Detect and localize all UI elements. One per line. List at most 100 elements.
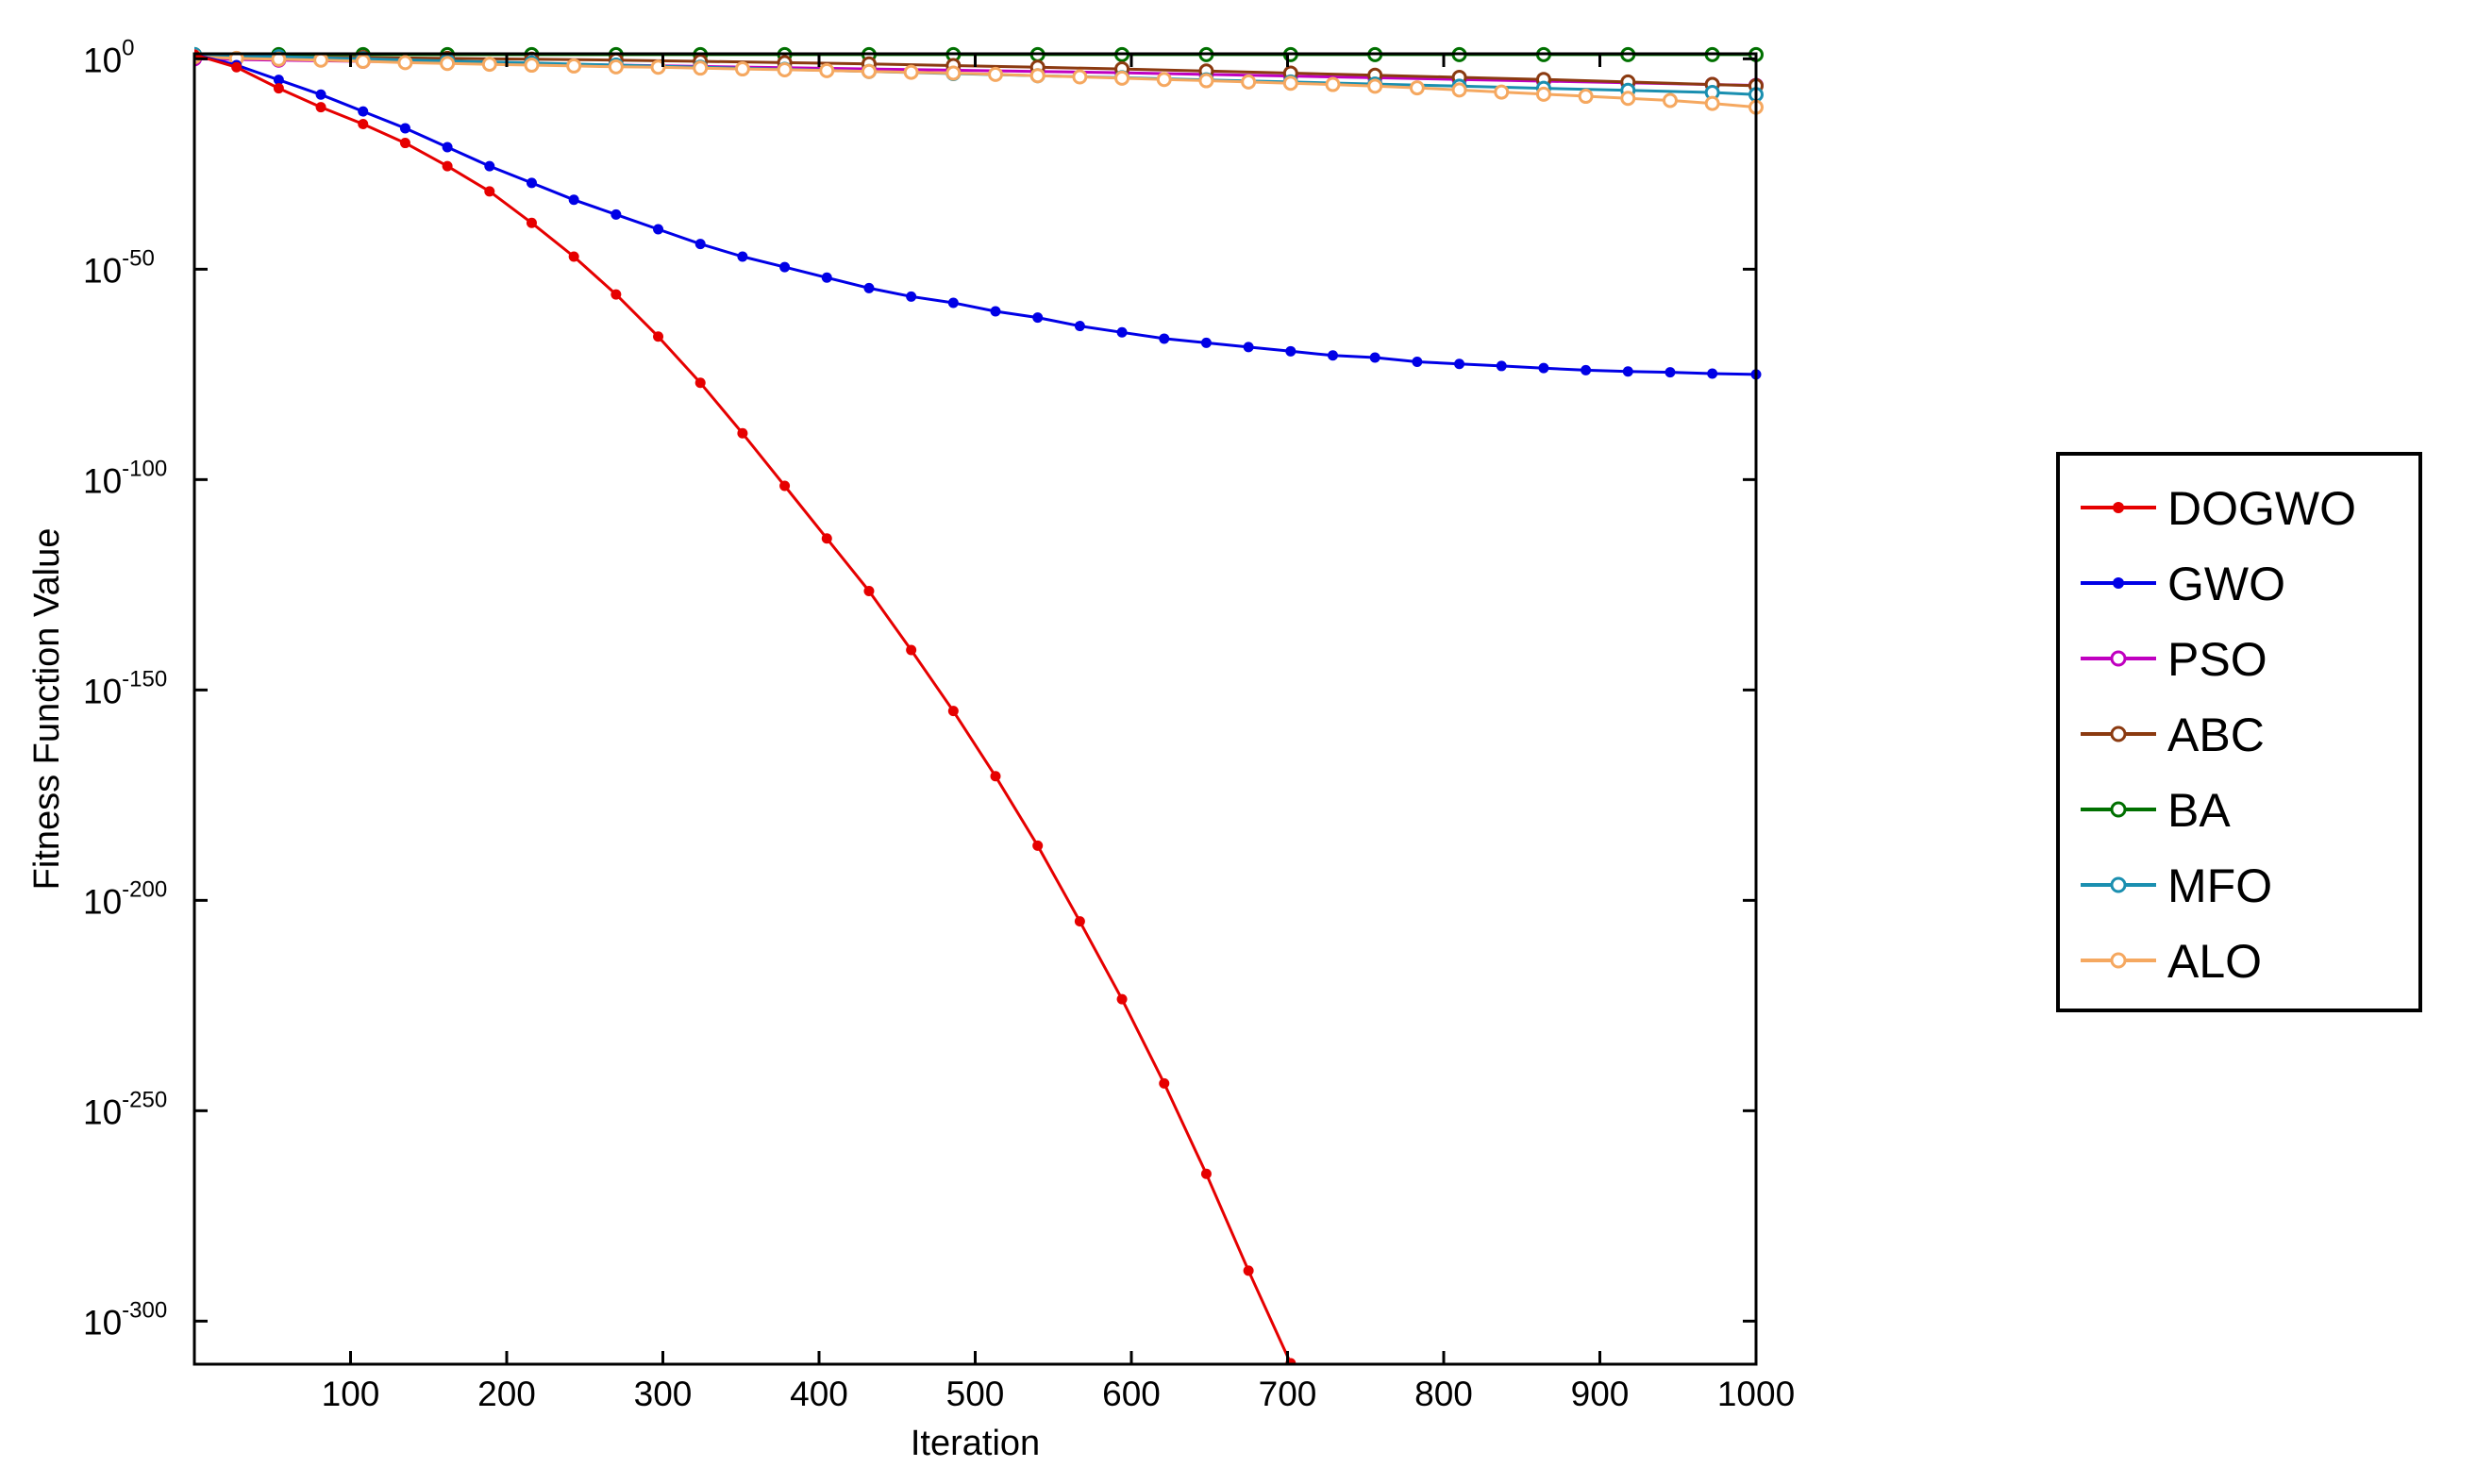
data-point-gwo xyxy=(1622,366,1633,377)
data-point-dogwo xyxy=(779,480,791,492)
x-tick-label: 700 xyxy=(1259,1375,1317,1413)
data-point-alo xyxy=(524,58,540,74)
x-tick-label: 600 xyxy=(1102,1375,1161,1413)
legend-marker xyxy=(2110,876,2127,893)
data-point-alo xyxy=(1535,86,1551,102)
data-point-gwo xyxy=(358,106,369,117)
data-point-gwo xyxy=(906,291,917,302)
data-point-alo xyxy=(608,58,624,75)
data-point-gwo xyxy=(315,89,326,100)
data-point-gwo xyxy=(821,272,832,283)
data-point-gwo xyxy=(1665,367,1676,378)
data-point-alo xyxy=(1241,74,1257,90)
y-tick-label: 10-300 xyxy=(83,1297,167,1342)
data-point-alo xyxy=(861,63,877,79)
data-point-gwo xyxy=(1454,358,1465,370)
data-point-dogwo xyxy=(526,217,537,228)
legend-label: MFO xyxy=(2167,859,2272,912)
data-point-dogwo xyxy=(1200,1168,1212,1179)
data-point-alo xyxy=(1409,80,1425,96)
legend-item-ba: BA xyxy=(2081,784,2231,837)
data-point-dogwo xyxy=(442,160,453,172)
data-point-dogwo xyxy=(1116,993,1128,1005)
data-point-gwo xyxy=(568,194,579,206)
x-tick-label: 900 xyxy=(1571,1375,1630,1413)
legend-item-pso: PSO xyxy=(2081,633,2267,686)
data-point-gwo xyxy=(1074,321,1085,332)
data-point-dogwo xyxy=(273,83,284,94)
data-point-gwo xyxy=(273,75,284,86)
data-point-dogwo xyxy=(568,251,579,262)
y-axis-label: Fitness Function Value xyxy=(27,528,67,891)
data-point-gwo xyxy=(1707,368,1718,379)
data-point-dogwo xyxy=(863,586,875,597)
data-point-gwo xyxy=(611,208,622,220)
data-point-alo xyxy=(988,66,1004,82)
data-point-gwo xyxy=(1327,350,1338,361)
data-point-alo xyxy=(1704,95,1720,111)
data-point-alo xyxy=(1156,72,1172,88)
x-tick-label: 300 xyxy=(634,1375,693,1413)
data-point-gwo xyxy=(1412,356,1423,367)
data-point-alo xyxy=(440,56,456,72)
legend-marker xyxy=(2110,952,2127,969)
data-point-alo xyxy=(355,54,371,70)
y-tick-label: 10-100 xyxy=(83,456,167,500)
series-dogwo xyxy=(194,49,1297,1364)
legend-item-abc: ABC xyxy=(2081,709,2265,761)
data-point-alo xyxy=(945,65,962,81)
x-tick-label: 800 xyxy=(1414,1375,1473,1413)
data-point-alo xyxy=(693,60,709,76)
data-point-gwo xyxy=(1496,360,1507,372)
data-point-gwo xyxy=(947,297,959,308)
data-point-alo xyxy=(1325,76,1341,92)
data-point-alo xyxy=(1662,92,1678,108)
data-point-dogwo xyxy=(484,186,495,197)
data-point-alo xyxy=(1451,82,1467,98)
data-point-gwo xyxy=(399,123,410,134)
data-point-dogwo xyxy=(694,377,706,389)
data-point-alo xyxy=(734,61,750,77)
x-tick-label: 500 xyxy=(946,1375,1005,1413)
data-point-dogwo xyxy=(231,61,243,73)
data-point-alo xyxy=(650,59,666,75)
data-point-gwo xyxy=(526,177,537,189)
legend-marker xyxy=(2110,650,2127,667)
data-point-alo xyxy=(1029,68,1046,84)
data-point-gwo xyxy=(484,160,495,172)
data-point-alo xyxy=(1367,78,1383,94)
data-point-dogwo xyxy=(990,771,1001,782)
y-tick-label: 10-50 xyxy=(83,245,155,290)
y-tick-label: 10-250 xyxy=(83,1087,167,1131)
legend-label: BA xyxy=(2167,784,2231,837)
data-point-gwo xyxy=(990,306,1001,317)
data-point-gwo xyxy=(1538,362,1549,374)
ticks-layer: 100 200 300 400 500 600 700 800 900 1000 100 10-50 1… xyxy=(83,35,1795,1413)
data-point-alo xyxy=(1114,70,1130,86)
data-point-gwo xyxy=(653,224,664,235)
legend-item-alo: ALO xyxy=(2081,935,2262,988)
data-point-alo xyxy=(777,61,793,77)
data-point-dogwo xyxy=(737,427,748,439)
data-point-gwo xyxy=(1369,352,1380,363)
data-point-dogwo xyxy=(906,644,917,656)
data-point-alo xyxy=(1198,73,1214,89)
data-point-alo xyxy=(566,58,582,74)
x-tick-label: 200 xyxy=(477,1375,536,1413)
y-tick-label: 10-150 xyxy=(83,666,167,710)
series-layer xyxy=(194,46,1764,1364)
data-point-dogwo xyxy=(399,138,410,149)
legend-marker xyxy=(2113,577,2124,589)
data-point-gwo xyxy=(1581,364,1592,375)
legend-marker xyxy=(2110,725,2127,742)
data-point-dogwo xyxy=(1159,1077,1170,1089)
legend-marker xyxy=(2110,801,2127,818)
legend-label: ABC xyxy=(2167,709,2265,761)
data-point-gwo xyxy=(779,261,791,273)
data-point-gwo xyxy=(1285,345,1297,357)
series-line-abc xyxy=(194,55,1757,88)
legend: DOGWO GWO PSO ABC BA MFO ALO xyxy=(2056,452,2422,1012)
data-point-gwo xyxy=(1159,333,1170,344)
x-tick-label: 100 xyxy=(322,1375,380,1413)
